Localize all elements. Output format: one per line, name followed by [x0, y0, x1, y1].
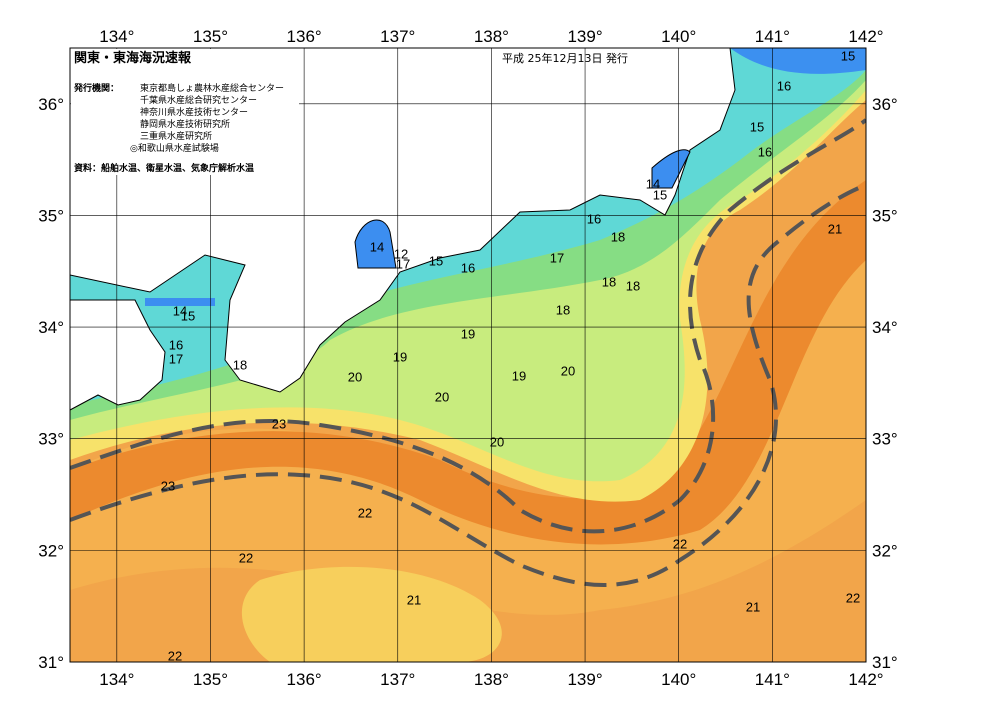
date: 平成 25年12月13日 発行 [502, 51, 628, 65]
kuroshio-lines [70, 118, 866, 587]
contour-label: 15 [429, 253, 443, 268]
lat-label: 31° [38, 653, 64, 672]
sea-blue [730, 48, 866, 74]
lat-label: 36° [38, 95, 64, 114]
contour-label: 20 [490, 434, 504, 449]
issuer: 静岡県水産技術研究所 [140, 118, 230, 130]
contour-label: 14 [173, 303, 187, 318]
contour-label: 23 [161, 478, 175, 493]
lon-label: 142° [848, 670, 883, 689]
lat-label: 31° [872, 653, 898, 672]
contour-label: 15 [181, 308, 195, 323]
contour-label: 14 [370, 239, 384, 254]
issuer: 神奈川県水産技術センター [140, 106, 248, 118]
contour-label: 17 [396, 256, 410, 271]
contour-label: 22 [846, 590, 860, 605]
lat-label: 34° [38, 318, 64, 337]
contour-label: 16 [169, 337, 183, 352]
contour-label: 18 [611, 229, 625, 244]
contour-label: 22 [239, 550, 253, 565]
tokyo-bay [651, 149, 691, 189]
contour-label: 20 [348, 369, 362, 384]
issuer: 東京都島しょ農林水産総合センター [140, 82, 284, 94]
contour-label: 18 [233, 357, 247, 372]
map-frame [69, 47, 867, 663]
contour-label: 16 [777, 78, 791, 93]
lat-label: 35° [38, 206, 64, 225]
contour-label: 16 [758, 144, 772, 159]
contour-label: 23 [272, 416, 286, 431]
lon-label: 141° [755, 27, 790, 46]
contour-label: 19 [393, 349, 407, 364]
lat-label: 35° [872, 206, 898, 225]
contour-label: 21 [746, 599, 760, 614]
lon-label: 139° [567, 670, 602, 689]
legend-box [71, 49, 299, 175]
contour-label: 22 [673, 536, 687, 551]
contour-label: 17 [169, 351, 183, 366]
contour-label: 14 [646, 176, 660, 191]
contour-label: 19 [512, 368, 526, 383]
lat-label: 34° [872, 318, 898, 337]
lon-label: 136° [287, 27, 322, 46]
lon-label: 140° [661, 27, 696, 46]
lon-label: 141° [755, 670, 790, 689]
contour-label: 12 [394, 246, 408, 261]
contour-label: 20 [561, 363, 575, 378]
lat-label: 32° [872, 541, 898, 560]
contour-label: 21 [828, 221, 842, 236]
lon-label: 135° [193, 27, 228, 46]
issuer: 千葉県水産総合研究センター [140, 94, 257, 106]
lon-label: 134° [99, 27, 134, 46]
sea-cool-patch [241, 566, 502, 662]
land-shikoku [70, 299, 166, 411]
lat-label: 33° [38, 430, 64, 449]
source: 資料：船舶水温、衛星水温、気象庁解析水温 [74, 162, 254, 174]
lon-label: 142° [848, 27, 883, 46]
contour-label: 15 [653, 187, 667, 202]
contour-label: 21 [407, 592, 421, 607]
contour-label: 16 [461, 260, 475, 275]
issuer: ◎和歌山県水産試験場 [130, 142, 219, 154]
lat-label: 32° [38, 541, 64, 560]
lat-label: 33° [872, 430, 898, 449]
lon-label: 139° [567, 27, 602, 46]
lon-label: 136° [287, 670, 322, 689]
ise-bay [354, 219, 397, 269]
contour-label: 15 [750, 119, 764, 134]
lon-label: 138° [474, 670, 509, 689]
lon-label: 137° [380, 670, 415, 689]
contour-label: 18 [626, 278, 640, 293]
lon-label: 135° [193, 670, 228, 689]
lat-label: 36° [872, 95, 898, 114]
issuer-label: 発行機関： [73, 82, 119, 94]
lon-label: 138° [474, 27, 509, 46]
title: 関東・東海海況速報 [74, 50, 192, 66]
contour-label: 18 [602, 274, 616, 289]
lon-label: 134° [99, 670, 134, 689]
contour-label: 18 [556, 302, 570, 317]
contour-label: 20 [435, 389, 449, 404]
contour-label: 17 [550, 250, 564, 265]
contour-label: 22 [168, 648, 182, 663]
contour-label: 16 [587, 211, 601, 226]
lon-label: 137° [380, 27, 415, 46]
contour-label: 22 [358, 505, 372, 520]
lon-label: 140° [661, 670, 696, 689]
contour-label: 15 [841, 48, 855, 63]
issuer: 三重県水産研究所 [140, 130, 212, 142]
sea-kuroshio [70, 180, 866, 545]
contour-label: 19 [461, 326, 475, 341]
